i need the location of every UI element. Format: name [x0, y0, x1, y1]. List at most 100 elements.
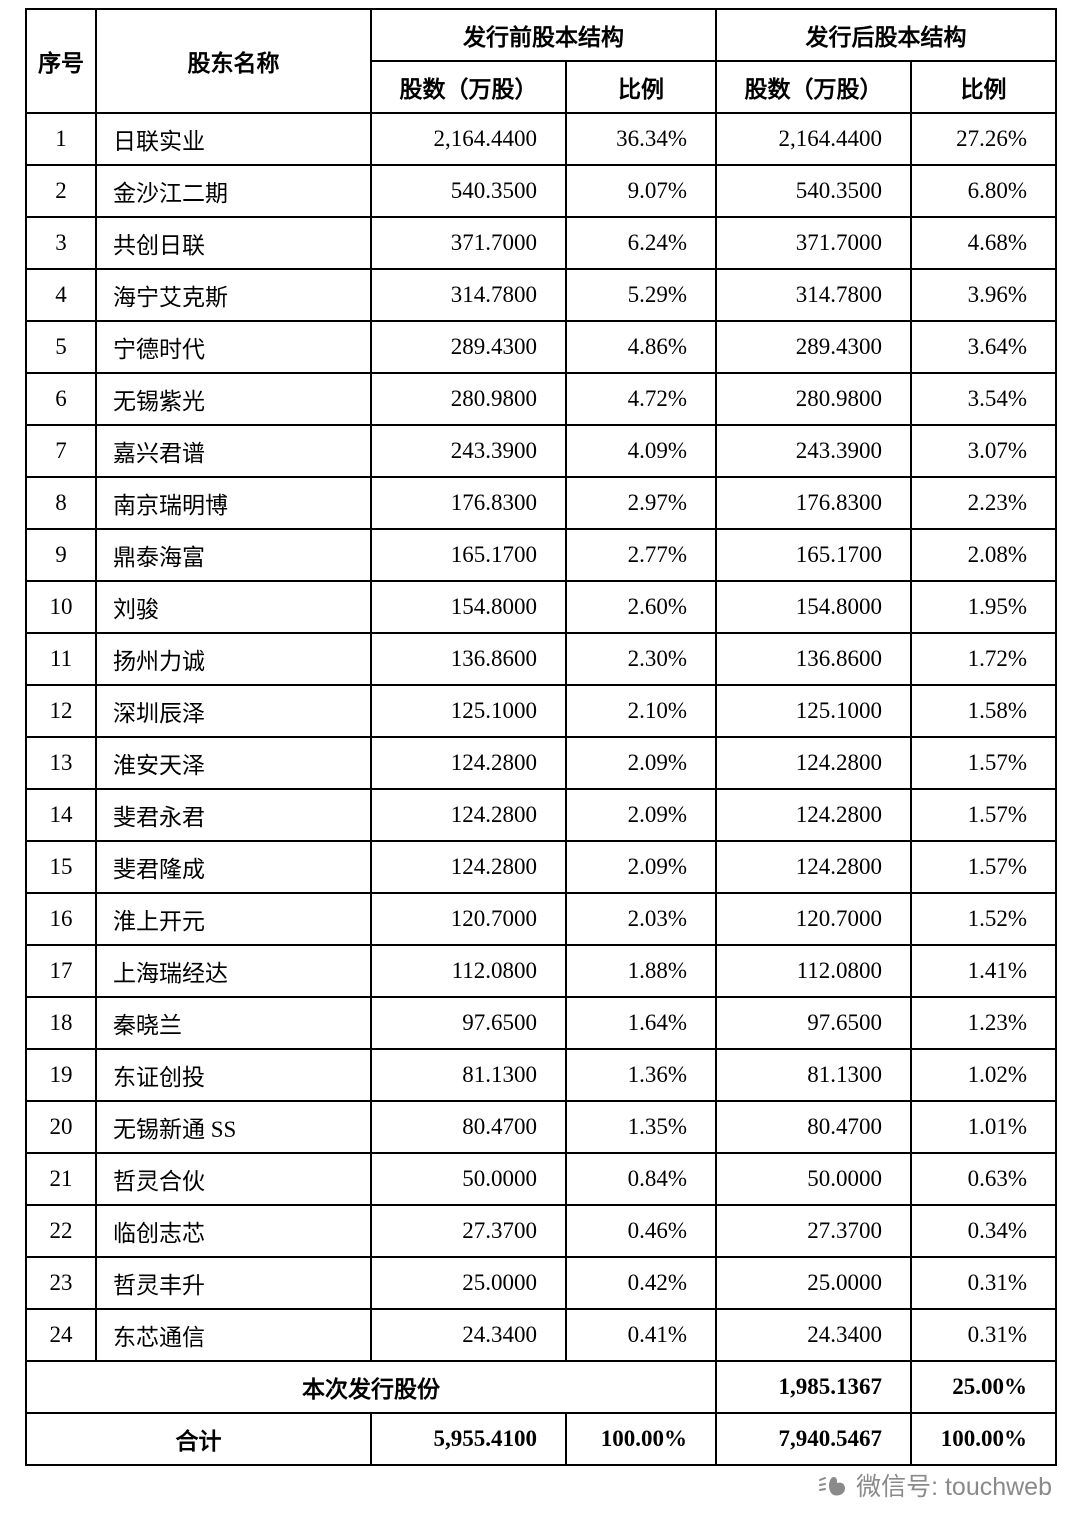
row-index: 24 — [25, 1308, 97, 1362]
post-ratio: 3.07% — [910, 424, 1057, 478]
pre-ratio: 4.72% — [565, 372, 717, 426]
pre-shares: 124.2800 — [370, 840, 567, 894]
pre-shares: 289.4300 — [370, 320, 567, 374]
table-row: 10 刘骏 154.8000 2.60% 154.8000 1.95% — [25, 580, 1057, 634]
post-ratio: 2.08% — [910, 528, 1057, 582]
header-index: 序号 — [25, 8, 97, 114]
row-index: 20 — [25, 1100, 97, 1154]
table-header: 序号 股东名称 发行前股本结构 发行后股本结构 股数（万股） 比例 股数（万股）… — [25, 8, 1057, 114]
row-index: 8 — [25, 476, 97, 530]
pre-shares: 120.7000 — [370, 892, 567, 946]
shareholder-name: 斐君隆成 — [95, 840, 372, 894]
table-row: 9 鼎泰海富 165.1700 2.77% 165.1700 2.08% — [25, 528, 1057, 582]
pre-shares: 176.8300 — [370, 476, 567, 530]
post-shares: 120.7000 — [715, 892, 912, 946]
pre-ratio: 6.24% — [565, 216, 717, 270]
table-row: 2 金沙江二期 540.3500 9.07% 540.3500 6.80% — [25, 164, 1057, 218]
table-row: 18 秦晓兰 97.6500 1.64% 97.6500 1.23% — [25, 996, 1057, 1050]
pre-shares: 27.3700 — [370, 1204, 567, 1258]
shareholder-name: 无锡紫光 — [95, 372, 372, 426]
wechat-hand-icon — [818, 1472, 848, 1498]
total-row-label: 合计 — [25, 1412, 372, 1466]
pre-ratio: 2.03% — [565, 892, 717, 946]
post-ratio: 1.57% — [910, 840, 1057, 894]
post-shares: 314.7800 — [715, 268, 912, 322]
post-ratio: 3.96% — [910, 268, 1057, 322]
post-shares: 165.1700 — [715, 528, 912, 582]
pre-shares: 81.1300 — [370, 1048, 567, 1102]
table-row: 20 无锡新通 SS 80.4700 1.35% 80.4700 1.01% — [25, 1100, 1057, 1154]
row-index: 9 — [25, 528, 97, 582]
pre-ratio: 1.64% — [565, 996, 717, 1050]
shareholder-name: 秦晓兰 — [95, 996, 372, 1050]
table-row: 4 海宁艾克斯 314.7800 5.29% 314.7800 3.96% — [25, 268, 1057, 322]
pre-ratio: 2.97% — [565, 476, 717, 530]
pre-ratio: 2.09% — [565, 736, 717, 790]
issue-row: 本次发行股份 1,985.1367 25.00% — [25, 1360, 1057, 1414]
table-row: 11 扬州力诚 136.8600 2.30% 136.8600 1.72% — [25, 632, 1057, 686]
post-shares: 97.6500 — [715, 996, 912, 1050]
pre-ratio: 9.07% — [565, 164, 717, 218]
table-row: 21 哲灵合伙 50.0000 0.84% 50.0000 0.63% — [25, 1152, 1057, 1206]
table-footer-rows: 本次发行股份 1,985.1367 25.00% 合计 5,955.4100 1… — [25, 1360, 1057, 1466]
shareholder-name: 共创日联 — [95, 216, 372, 270]
post-ratio: 0.31% — [910, 1256, 1057, 1310]
post-ratio: 1.95% — [910, 580, 1057, 634]
table-body: 1 日联实业 2,164.4400 36.34% 2,164.4400 27.26% 2 金沙… — [25, 112, 1057, 1362]
watermark: 微信号: touchweb — [818, 1467, 1052, 1503]
row-index: 6 — [25, 372, 97, 426]
shareholder-name: 东证创投 — [95, 1048, 372, 1102]
shareholder-name: 日联实业 — [95, 112, 372, 166]
post-ratio: 1.57% — [910, 736, 1057, 790]
pre-shares: 136.8600 — [370, 632, 567, 686]
shareholder-name: 哲灵合伙 — [95, 1152, 372, 1206]
pre-shares: 280.9800 — [370, 372, 567, 426]
shareholder-name: 金沙江二期 — [95, 164, 372, 218]
header-group-pre-issue: 发行前股本结构 — [370, 8, 717, 62]
post-shares: 289.4300 — [715, 320, 912, 374]
pre-shares: 112.0800 — [370, 944, 567, 998]
post-ratio: 1.02% — [910, 1048, 1057, 1102]
post-shares: 371.7000 — [715, 216, 912, 270]
post-ratio: 0.31% — [910, 1308, 1057, 1362]
pre-ratio: 1.35% — [565, 1100, 717, 1154]
shareholder-name: 刘骏 — [95, 580, 372, 634]
pre-shares: 124.2800 — [370, 788, 567, 842]
pre-shares: 97.6500 — [370, 996, 567, 1050]
shareholder-name: 嘉兴君谱 — [95, 424, 372, 478]
header-row-subcolumns: 股数（万股） 比例 股数（万股） 比例 — [26, 60, 1057, 114]
pre-shares: 50.0000 — [370, 1152, 567, 1206]
total-post-shares: 7,940.5467 — [715, 1412, 912, 1466]
pre-ratio: 2.77% — [565, 528, 717, 582]
table-row: 3 共创日联 371.7000 6.24% 371.7000 4.68% — [25, 216, 1057, 270]
row-index: 13 — [25, 736, 97, 790]
pre-shares: 154.8000 — [370, 580, 567, 634]
table-row: 23 哲灵丰升 25.0000 0.42% 25.0000 0.31% — [25, 1256, 1057, 1310]
table-row: 6 无锡紫光 280.9800 4.72% 280.9800 3.54% — [25, 372, 1057, 426]
pre-shares: 243.3900 — [370, 424, 567, 478]
row-index: 12 — [25, 684, 97, 738]
post-shares: 80.4700 — [715, 1100, 912, 1154]
post-ratio: 4.68% — [910, 216, 1057, 270]
post-shares: 2,164.4400 — [715, 112, 912, 166]
shareholder-name: 扬州力诚 — [95, 632, 372, 686]
table-row: 13 淮安天泽 124.2800 2.09% 124.2800 1.57% — [25, 736, 1057, 790]
table-row: 1 日联实业 2,164.4400 36.34% 2,164.4400 27.26% — [25, 112, 1057, 166]
post-shares: 154.8000 — [715, 580, 912, 634]
post-shares: 124.2800 — [715, 736, 912, 790]
header-post-shares: 股数（万股） — [715, 60, 912, 114]
row-index: 3 — [25, 216, 97, 270]
pre-shares: 314.7800 — [370, 268, 567, 322]
pre-ratio: 2.10% — [565, 684, 717, 738]
table-row: 7 嘉兴君谱 243.3900 4.09% 243.3900 3.07% — [25, 424, 1057, 478]
post-ratio: 1.57% — [910, 788, 1057, 842]
post-shares: 280.9800 — [715, 372, 912, 426]
row-index: 1 — [25, 112, 97, 166]
issue-post-ratio: 25.00% — [910, 1360, 1057, 1414]
post-shares: 24.3400 — [715, 1308, 912, 1362]
pre-ratio: 2.30% — [565, 632, 717, 686]
table-row: 17 上海瑞经达 112.0800 1.88% 112.0800 1.41% — [25, 944, 1057, 998]
pre-ratio: 5.29% — [565, 268, 717, 322]
pre-shares: 540.3500 — [370, 164, 567, 218]
post-ratio: 6.80% — [910, 164, 1057, 218]
